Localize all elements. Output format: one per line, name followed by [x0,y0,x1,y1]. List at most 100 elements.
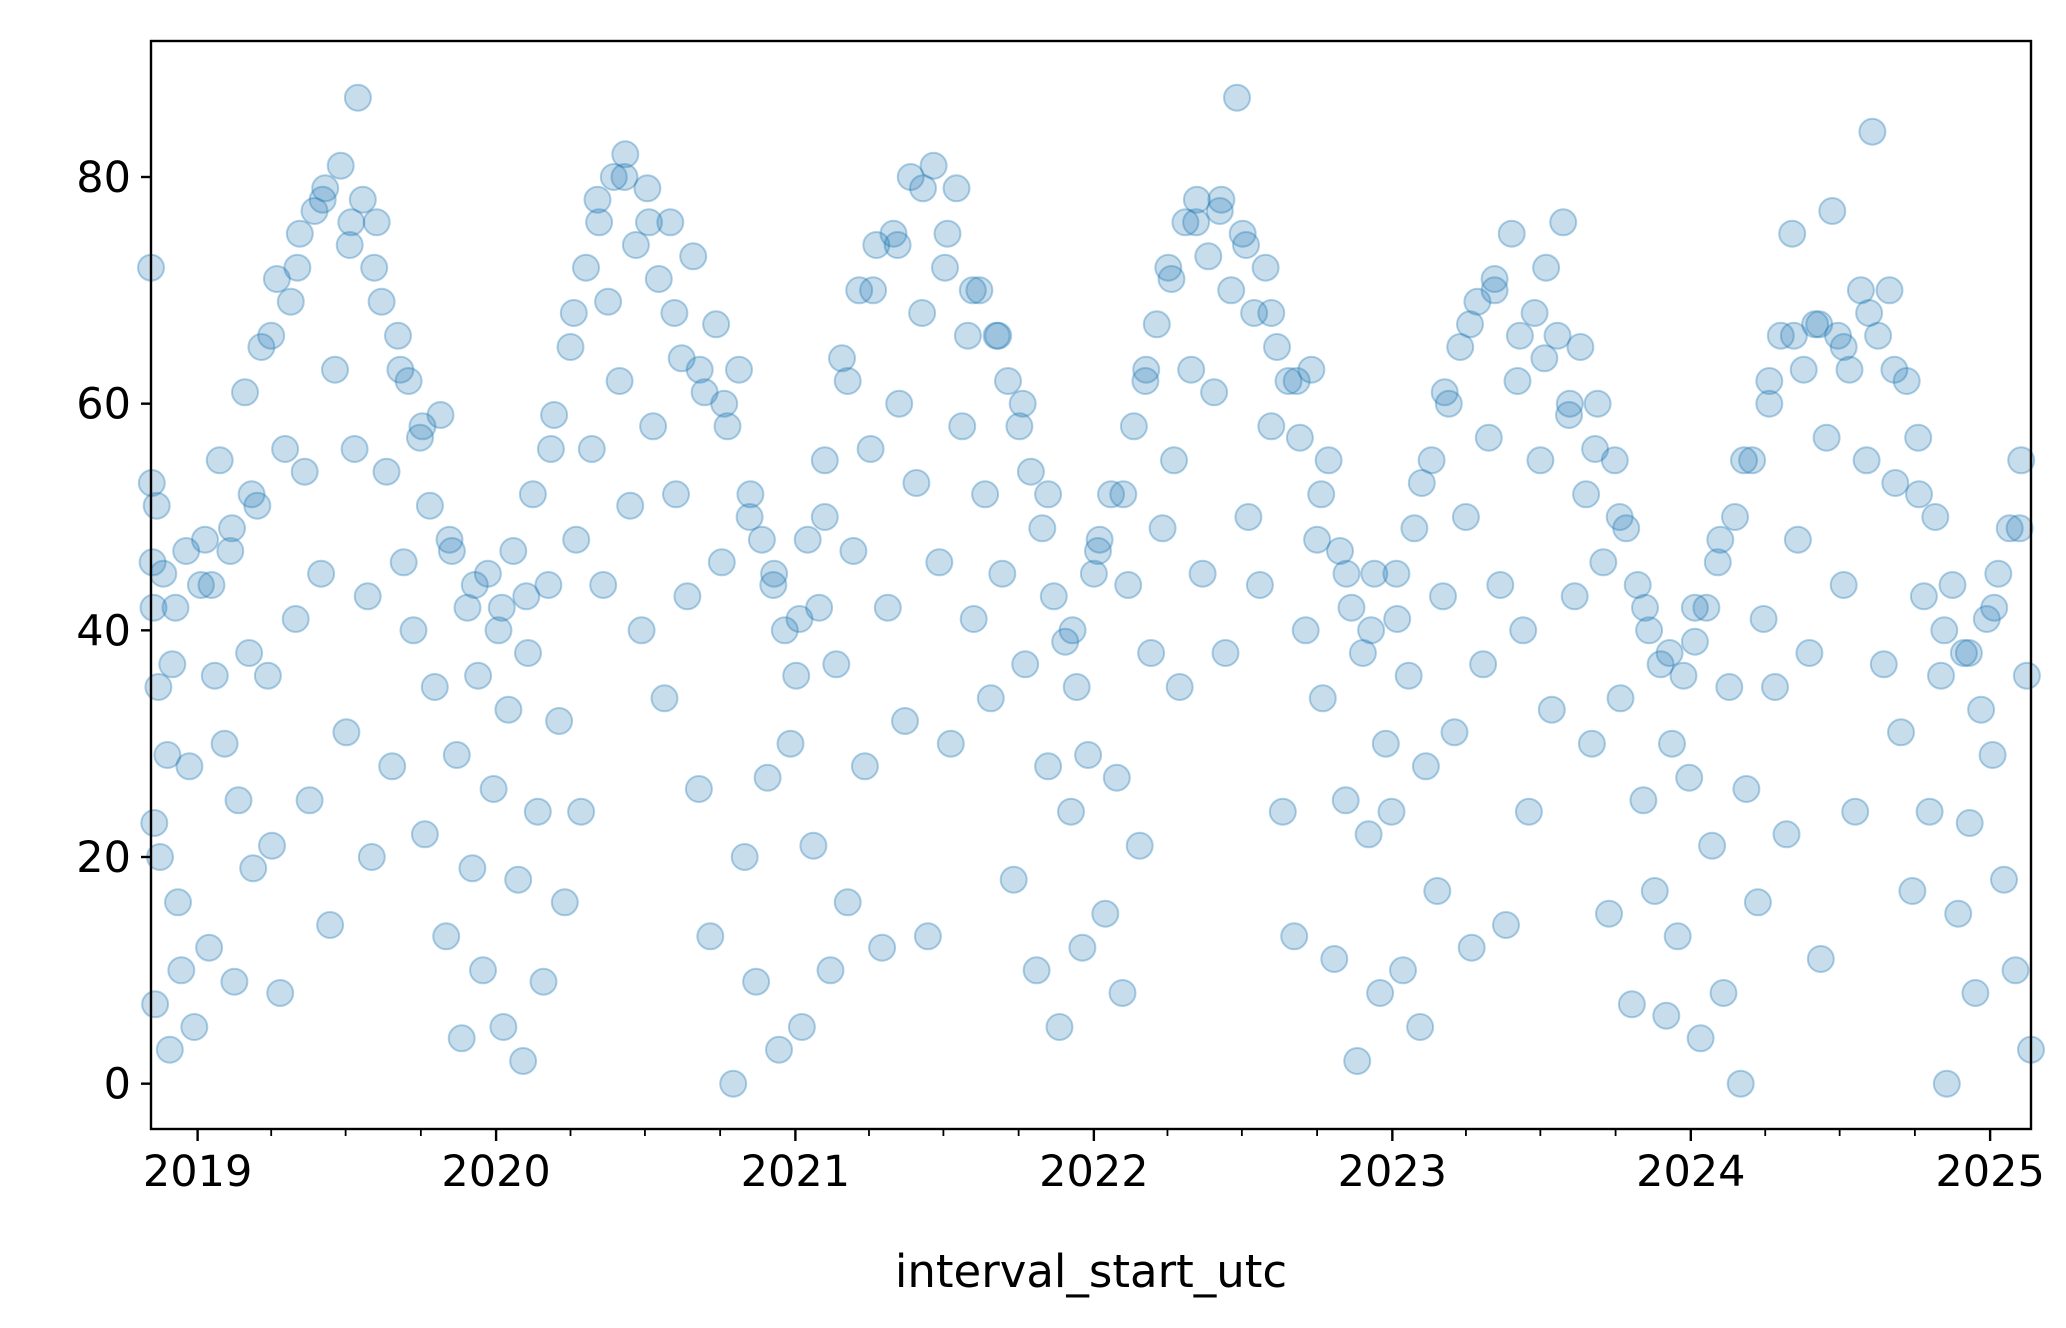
scatter-point [1675,763,1704,792]
scatter-point [1132,355,1161,384]
scatter-point [2007,446,2036,475]
scatter-point [1555,389,1584,418]
scatter-point [913,922,942,951]
scatter-point [710,389,739,418]
scatter-point [464,661,493,690]
scatter-point [1738,446,1767,475]
scatter-point [948,412,977,441]
scatter-point [367,287,396,316]
scatter-point [1526,446,1555,475]
scatter-point [1354,820,1383,849]
scatter-point [1779,321,1808,350]
scatter-point [660,299,689,327]
scatter-point [1669,661,1698,690]
scatter-point [736,480,765,509]
scatter-point [1045,1013,1074,1041]
x-tick-label: 2021 [741,1147,850,1197]
scatter-point [1543,321,1572,350]
scatter-point [386,355,415,384]
scatter-point [810,446,839,475]
scatter-point [925,548,954,577]
scatter-point [512,582,541,611]
scatter-point [1137,639,1166,667]
scatter-point [1371,729,1400,758]
scatter-point [942,174,971,203]
scatter-point [909,174,937,203]
scatter-point [426,401,455,429]
scatter-point [408,412,437,441]
scatter-point [231,378,259,407]
scatter-point [1131,367,1160,395]
scatter-point [667,344,696,373]
scatter-point [283,253,312,282]
scatter-point [1875,276,1904,305]
scatter-point [1446,333,1475,361]
scatter-point [650,684,679,713]
scatter-point [271,435,300,463]
scatter-point [1892,367,1921,395]
scatter-point [1984,559,2013,588]
scatter-point [621,231,650,259]
scatter-point [1160,446,1188,475]
scatter-point [1005,412,1034,441]
scatter-point [656,208,685,237]
scatter-point [1119,412,1148,441]
scatter-point [1182,185,1211,214]
scatter-point [1692,593,1721,622]
scatter-point [1008,389,1037,418]
scatter-point [1789,355,1818,384]
scatter-point [1383,605,1412,633]
scatter-point [1715,673,1744,701]
scatter-point [1440,718,1469,747]
scatter-point [540,401,569,429]
scatter-point [1377,797,1406,826]
scatter-point [1617,990,1646,1019]
scatter-point [931,253,959,282]
scatter-point [1057,797,1085,826]
scatter-point [1068,933,1097,962]
scatter-point [186,571,215,599]
scatter-point [785,605,814,633]
scatter-point [1730,446,1758,475]
scatter-point [936,729,965,758]
scatter-point [1532,253,1561,282]
scatter-point [161,593,190,622]
scatter-point [1034,480,1063,509]
scatter-point [1486,571,1515,599]
scatter-point [1509,616,1538,645]
scatter-point [1348,639,1377,667]
scatter-point [1846,276,1875,305]
scatter-point [210,729,239,758]
scatter-point [1406,1013,1435,1041]
scatter-point [167,956,196,985]
scatter-point [372,457,401,486]
scatter-point [1581,435,1610,463]
scatter-point [805,593,834,622]
scatter-point [1022,956,1051,985]
scatter-point [1343,1047,1372,1075]
scatter-point [816,956,845,985]
scatter-point [719,1069,748,1098]
scatter-point [180,1013,209,1041]
scatter-point [1915,797,1944,826]
scatter-point [1451,503,1480,531]
x-tick-label: 2019 [143,1147,252,1197]
scatter-point [1366,979,1395,1007]
scatter-point [1326,537,1354,565]
scatter-point [1480,276,1509,305]
scatter-point [321,355,349,384]
scatter-point [1938,571,1967,599]
scatter-point [589,571,618,599]
scatter-point [1514,797,1543,826]
scatter-point [1905,480,1933,509]
scatter-point [1245,571,1274,599]
scatter-point [627,616,656,645]
scatter-point [1503,367,1532,395]
scatter-point [696,922,725,951]
scatter-point [760,559,789,588]
scatter-point [984,321,1013,350]
scatter-point [1995,514,2024,543]
scatter-point [144,673,173,701]
scatter-point [635,208,663,237]
scatter-point [1887,718,1915,747]
